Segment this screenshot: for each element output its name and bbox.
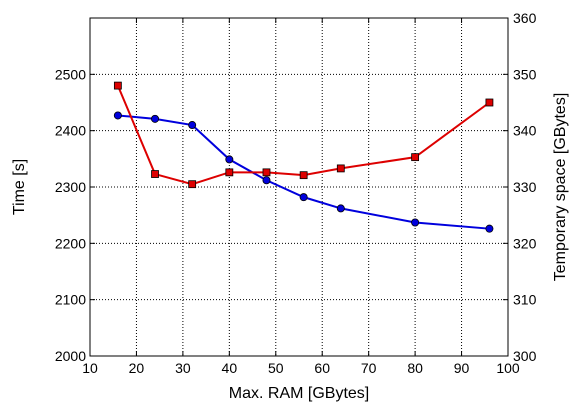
series-2-point — [225, 168, 234, 177]
series-1-point — [485, 224, 494, 233]
series-2-point — [336, 164, 345, 173]
x-tick-label: 60 — [314, 360, 330, 376]
x-axis-title: Max. RAM [GBytes] — [229, 385, 369, 402]
series-2-point — [411, 153, 420, 162]
series-1-point — [113, 111, 122, 120]
y2-tick-label: 340 — [513, 123, 537, 139]
y2-tick-label: 300 — [513, 348, 537, 364]
series-2-point — [299, 171, 308, 180]
x-tick-label: 100 — [496, 360, 520, 376]
y2-tick-label: 330 — [513, 179, 537, 195]
y2-tick-label: 310 — [513, 292, 537, 308]
series-2-point — [188, 180, 197, 189]
series-2-point — [485, 98, 494, 107]
series-2-point — [113, 81, 122, 90]
y-tick-label: 2100 — [55, 292, 86, 308]
tick-marks — [89, 17, 509, 357]
y2-tick-label: 350 — [513, 66, 537, 82]
x-tick-label: 30 — [175, 360, 191, 376]
x-tick-label: 70 — [361, 360, 377, 376]
x-tick-label: 80 — [407, 360, 423, 376]
series-2-point — [151, 170, 159, 178]
plot-frame — [89, 17, 509, 357]
series-1-point — [411, 218, 420, 227]
y-tick-label: 2400 — [55, 123, 86, 139]
series-1-point — [299, 193, 308, 202]
x-tick-label: 90 — [454, 360, 470, 376]
x-tick-label: 10 — [82, 360, 98, 376]
x-tick-label: 40 — [222, 360, 238, 376]
series-2-point — [262, 168, 271, 177]
x-tick-label: 20 — [129, 360, 145, 376]
series-layer — [113, 81, 494, 233]
series-1-point — [262, 176, 271, 185]
y2-axis-title: Temporary space [GBytes] — [552, 93, 569, 282]
series-1-point — [336, 204, 345, 213]
y-axis-title: Time [s] — [11, 159, 28, 215]
y-tick-label: 2500 — [55, 66, 86, 82]
series-1-point — [151, 114, 160, 123]
grid-lines — [90, 18, 508, 356]
series-1-point — [225, 155, 234, 164]
y-tick-label: 2000 — [55, 348, 86, 364]
y2-tick-label: 320 — [513, 235, 537, 251]
y2-tick-label: 360 — [513, 10, 537, 26]
series-1-point — [188, 121, 197, 130]
y-tick-label: 2200 — [55, 235, 86, 251]
x-tick-label: 50 — [268, 360, 284, 376]
tick-labels: 10 20 30 40 50 60 70 80 90 100 2000 2100 2200 2300 240… — [55, 10, 537, 376]
series-line-2 — [116, 85, 491, 186]
y-tick-label: 2300 — [55, 179, 86, 195]
